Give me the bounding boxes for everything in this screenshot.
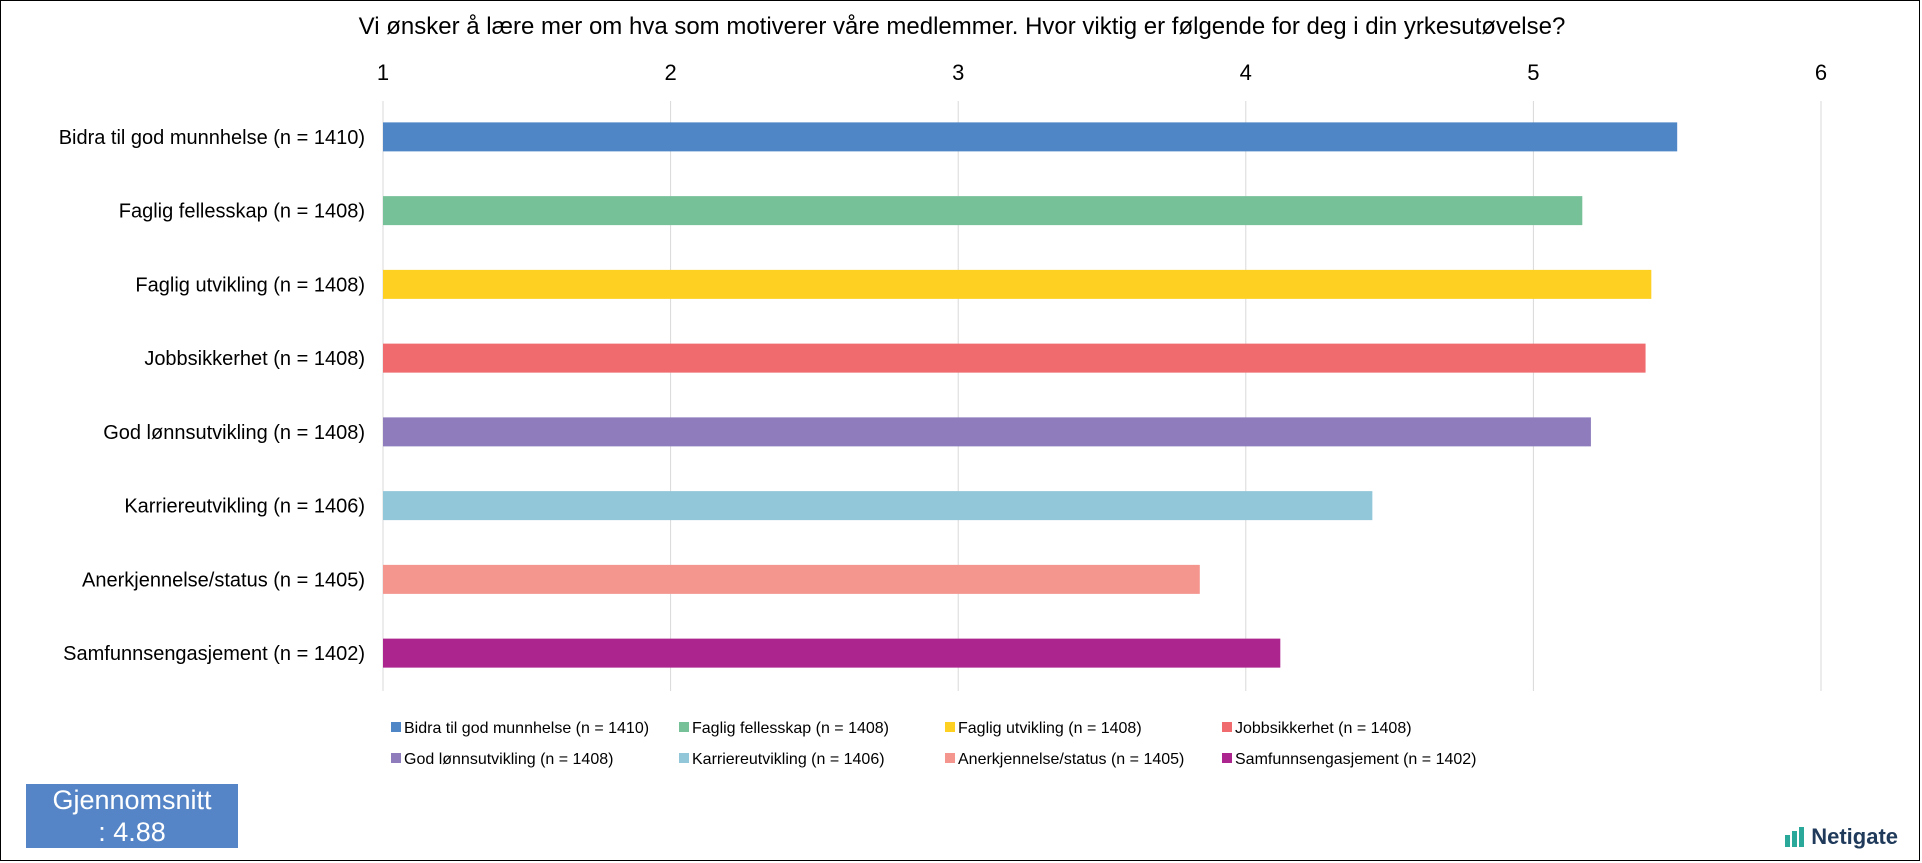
average-label: Gjennomsnitt (52, 785, 212, 815)
category-label-5: Karriereutvikling (n = 1406) (124, 496, 365, 518)
category-label-3: Jobbsikkerhet (n = 1408) (144, 348, 365, 370)
legend-swatch-7 (1222, 753, 1232, 763)
category-label-2: Faglig utvikling (n = 1408) (135, 274, 365, 296)
x-tick-label-0: 1 (377, 60, 389, 85)
average-value: : 4.88 (98, 817, 166, 847)
category-label-0: Bidra til god munnhelse (n = 1410) (59, 127, 365, 149)
legend-label-2: Faglig utvikling (n = 1408) (958, 720, 1142, 737)
bar-1 (383, 196, 1583, 226)
legend-swatch-4 (391, 753, 401, 763)
legend-swatch-2 (945, 722, 955, 732)
bar-6 (383, 564, 1200, 594)
bar-4 (383, 417, 1591, 447)
bar-0 (383, 122, 1678, 152)
x-tick-label-4: 5 (1527, 60, 1539, 85)
bar-7 (383, 638, 1281, 668)
x-axis-ticks: 1 2 3 4 5 6 (377, 60, 1827, 85)
legend-swatch-5 (679, 753, 689, 763)
x-tick-label-5: 6 (1815, 60, 1827, 85)
legend-swatch-6 (945, 753, 955, 763)
legend-swatch-3 (1222, 722, 1232, 732)
chart-title: Vi ønsker å lære mer om hva som motivere… (358, 13, 1566, 40)
legend-label-7: Samfunnsengasjement (n = 1402) (1235, 751, 1476, 768)
category-label-7: Samfunnsengasjement (n = 1402) (63, 643, 365, 665)
average-badge: Gjennomsnitt : 4.88 (26, 784, 238, 848)
brand-logo: Netigate (1784, 824, 1898, 850)
legend-label-0: Bidra til god munnhelse (n = 1410) (404, 720, 649, 737)
brand-name: Netigate (1811, 824, 1898, 849)
bars (383, 122, 1678, 668)
gridlines (382, 101, 1822, 691)
legend-label-3: Jobbsikkerhet (n = 1408) (1235, 720, 1412, 737)
category-labels: Bidra til god munnhelse (n = 1410) Faglig… (59, 127, 365, 665)
netigate-logo-icon (1785, 827, 1805, 847)
bar-3 (383, 343, 1646, 373)
x-tick-label-1: 2 (664, 60, 676, 85)
x-tick-label-3: 4 (1240, 60, 1252, 85)
bar-2 (383, 269, 1652, 299)
legend-label-1: Faglig fellesskap (n = 1408) (692, 720, 889, 737)
legend-label-4: God lønnsutvikling (n = 1408) (404, 751, 613, 768)
legend-label-6: Anerkjennelse/status (n = 1405) (958, 751, 1184, 768)
category-label-4: God lønnsutvikling (n = 1408) (103, 422, 365, 444)
bar-5 (383, 491, 1373, 521)
x-tick-label-2: 3 (952, 60, 964, 85)
category-label-6: Anerkjennelse/status (n = 1405) (82, 569, 365, 591)
legend-swatch-1 (679, 722, 689, 732)
legend-swatch-0 (391, 722, 401, 732)
category-label-1: Faglig fellesskap (n = 1408) (119, 201, 365, 223)
legend: Bidra til god munnhelse (n = 1410) Faglig… (391, 720, 1476, 768)
legend-label-5: Karriereutvikling (n = 1406) (692, 751, 885, 768)
